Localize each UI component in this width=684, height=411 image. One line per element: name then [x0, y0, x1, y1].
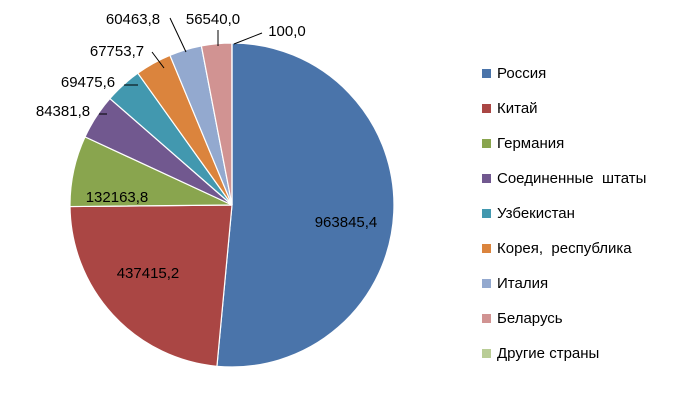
legend-item-4: Узбекистан: [482, 196, 682, 231]
legend-label: Германия: [497, 135, 565, 152]
leader-line-6: [169, 17, 187, 53]
legend-swatch: [482, 244, 491, 253]
leader-lines: [99, 17, 263, 115]
data-label-6: 60463,8: [106, 11, 160, 28]
data-label-2: 132163,8: [86, 189, 149, 206]
legend-item-2: Германия: [482, 126, 682, 161]
pie-slice-0: [216, 42, 395, 368]
legend-swatch: [482, 174, 491, 183]
legend-swatch: [482, 104, 491, 113]
legend-item-7: Беларусь: [482, 301, 682, 336]
leader-line-8: [233, 32, 263, 45]
data-labels: 963845,4 437415,2 132163,8 84381,8 69475,6 67…: [36, 11, 377, 282]
data-label-3: 84381,8: [36, 103, 90, 120]
legend-label: Китай: [497, 100, 538, 117]
legend-label: Корея, республика: [497, 240, 632, 257]
chart-legend: Россия Китай Германия Соединенные штаты Узбе…: [482, 56, 682, 371]
data-label-4: 69475,6: [61, 74, 115, 91]
data-label-8: 100,0: [268, 23, 306, 40]
legend-label: Соединенные штаты: [497, 170, 647, 187]
legend-label: Италия: [497, 275, 549, 292]
legend-swatch: [482, 314, 491, 323]
legend-item-6: Италия: [482, 266, 682, 301]
legend-item-3: Соединенные штаты: [482, 161, 682, 196]
legend-label: Другие страны: [497, 345, 600, 362]
legend-label: Россия: [497, 65, 547, 82]
pie-slice-1: [69, 204, 233, 367]
legend-swatch: [482, 69, 491, 78]
data-label-0: 963845,4: [315, 214, 378, 231]
legend-swatch: [482, 279, 491, 288]
legend-label: Беларусь: [497, 310, 563, 327]
legend-swatch: [482, 209, 491, 218]
legend-swatch: [482, 139, 491, 148]
legend-item-8: Другие страны: [482, 336, 682, 371]
legend-item-1: Китай: [482, 91, 682, 126]
leader-line-5: [151, 51, 165, 69]
legend-item-0: Россия: [482, 56, 682, 91]
pie-slices: [69, 42, 395, 368]
data-label-1: 437415,2: [117, 265, 180, 282]
legend-swatch: [482, 349, 491, 358]
data-label-5: 67753,7: [90, 43, 144, 60]
data-label-7: 56540,0: [186, 11, 240, 28]
legend-label: Узбекистан: [497, 205, 575, 222]
legend-item-5: Корея, республика: [482, 231, 682, 266]
